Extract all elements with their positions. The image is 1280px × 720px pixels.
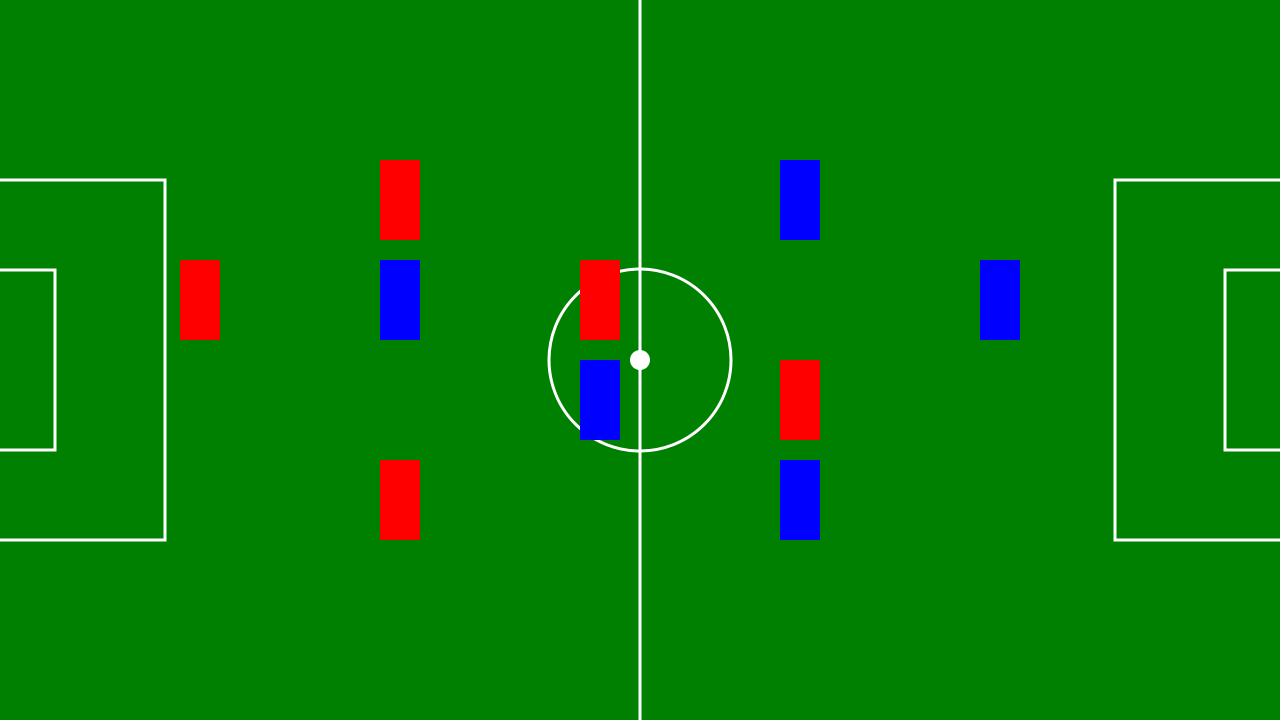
center-circle (547, 267, 733, 453)
blue-player-center[interactable] (580, 360, 620, 440)
red-player-forward[interactable] (780, 360, 820, 440)
blue-player-defender-bottom[interactable] (780, 460, 820, 540)
blue-player-defender-top[interactable] (780, 160, 820, 240)
right-goal-box (1223, 268, 1280, 452)
red-player-defender-top[interactable] (380, 160, 420, 240)
blue-player-forward[interactable] (380, 260, 420, 340)
ball[interactable] (630, 350, 650, 370)
right-penalty-box (1113, 178, 1280, 542)
blue-player-goalkeeper[interactable] (980, 260, 1020, 340)
red-player-defender-bottom[interactable] (380, 460, 420, 540)
red-player-goalkeeper[interactable] (180, 260, 220, 340)
left-penalty-box (0, 178, 167, 542)
red-player-center[interactable] (580, 260, 620, 340)
left-goal-box (0, 268, 57, 452)
